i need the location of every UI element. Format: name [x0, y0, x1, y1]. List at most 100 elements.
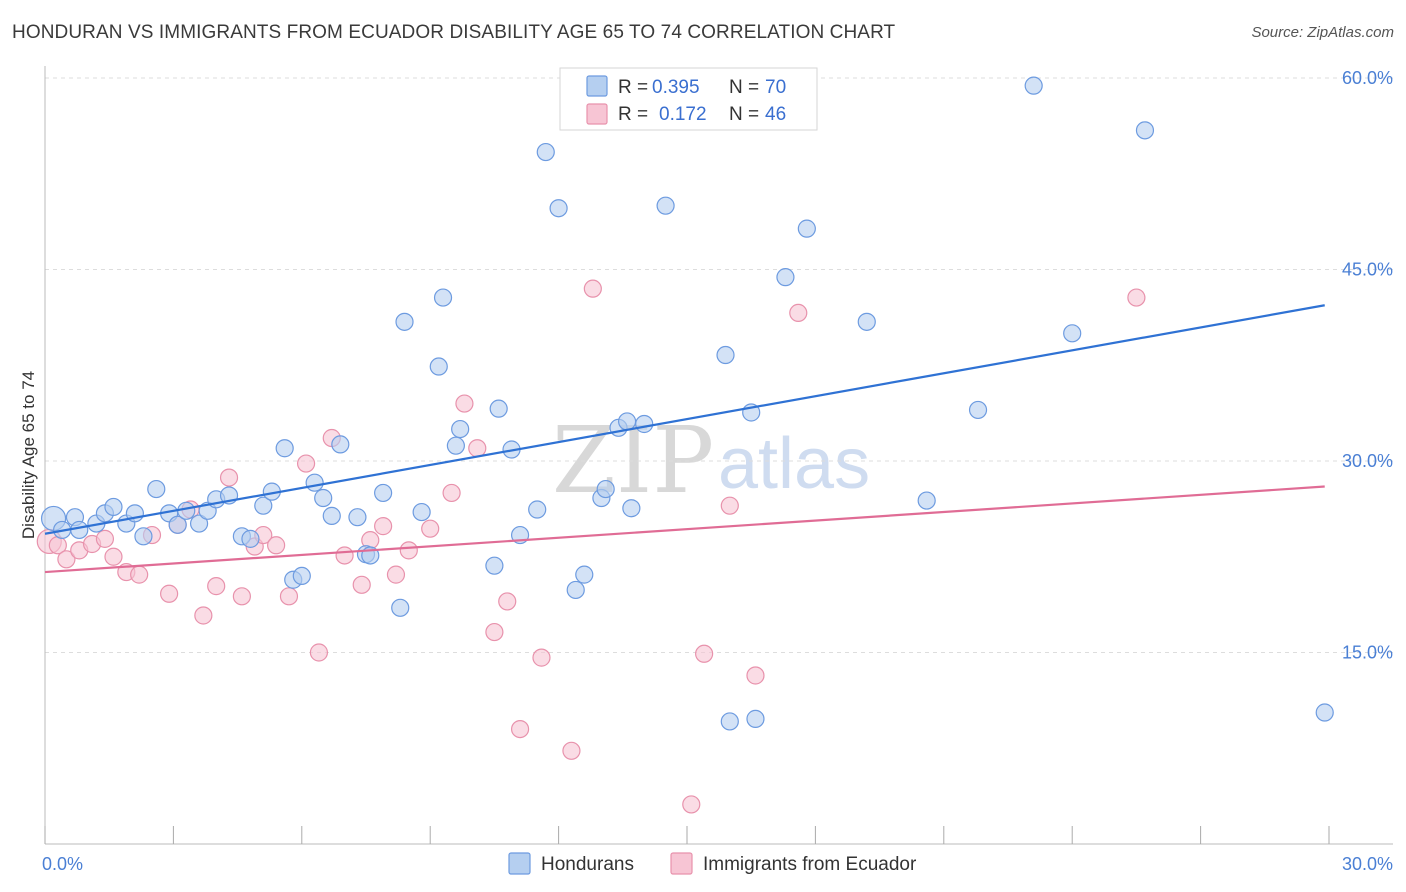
ecuador-point-16 [232, 587, 251, 606]
tick-labels: 15.0% 30.0% 45.0% 60.0% 0.0% 30.0% [42, 68, 1393, 874]
legend-n-value-hondurans: 70 [765, 77, 786, 98]
legend-swatch-ecuador [586, 103, 608, 125]
hondurans-point-63 [857, 312, 876, 331]
hondurans-point-66 [1024, 76, 1043, 95]
legend: R = 0.395 N = 70 R = 0.172 N = 46 [559, 67, 818, 131]
hondurans-point-14 [189, 514, 209, 533]
x-tick-label-0: 0.0% [42, 854, 83, 874]
hondurans-point-48 [575, 565, 594, 584]
ecuador-point-39 [583, 279, 602, 298]
hondurans-point-29 [348, 508, 367, 527]
ecuador-point-22 [309, 643, 329, 662]
hondurans-point-20 [254, 496, 273, 515]
hondurans-point-58 [720, 712, 739, 731]
hondurans-point-52 [617, 412, 637, 431]
hondurans-point-50 [596, 479, 615, 499]
legend-n-value-ecuador: 46 [765, 104, 786, 125]
ecuador-point-13 [194, 606, 213, 625]
ecuador-point-2 [57, 550, 76, 569]
ecuador-point-29 [399, 541, 418, 560]
hondurans-point-54 [635, 414, 654, 434]
ecuador-point-25 [352, 575, 371, 594]
hondurans-point-9 [134, 527, 153, 546]
bottom-legend: Hondurans Immigrants from Ecuador [508, 852, 917, 875]
hondurans-point-41 [489, 399, 508, 418]
hondurans-point-39 [451, 419, 470, 439]
ecuador-point-30 [421, 519, 440, 538]
ecuador-point-42 [720, 496, 739, 515]
ecuador-point-24 [335, 546, 354, 565]
ecuador-point-5 [95, 529, 115, 548]
ecuador-point-31 [442, 483, 461, 503]
ecuador-point-37 [532, 648, 551, 667]
legend-n-label-hondurans: N = [729, 77, 759, 98]
hondurans-point-47 [566, 580, 585, 600]
bottom-legend-swatch-ecuador [670, 852, 693, 875]
hondurans-point-10 [147, 479, 166, 499]
trend-lines [44, 304, 1325, 574]
axes [44, 66, 1393, 845]
hondurans-point-34 [395, 312, 414, 331]
legend-r-label-ecuador: R = [618, 104, 648, 125]
ecuador-point-38 [562, 741, 581, 760]
hondurans-point-65 [968, 400, 988, 420]
ecuador-point-8 [130, 565, 149, 584]
legend-r-value-ecuador: 0.172 [659, 104, 707, 125]
hondurans-point-62 [797, 219, 816, 238]
hondurans-point-64 [917, 491, 936, 510]
ecuador-point-28 [386, 565, 406, 584]
trend-line-hondurans [44, 304, 1325, 535]
gridlines [45, 77, 1393, 653]
hondurans-point-44 [528, 500, 547, 519]
legend-r-value-hondurans: 0.395 [652, 77, 700, 98]
bottom-legend-label-ecuador: Immigrants from Ecuador [703, 854, 917, 875]
y-tick-label-2: 45.0% [1342, 260, 1393, 280]
hondurans-point-55 [656, 196, 675, 215]
hondurans-point-53 [622, 499, 641, 518]
hondurans-point-59 [746, 709, 765, 728]
ecuador-point-36 [510, 719, 530, 739]
hondurans-point-22 [275, 439, 294, 458]
hondurans-point-45 [536, 142, 555, 162]
ecuador-point-41 [695, 644, 714, 663]
hondurans-point-33 [391, 598, 410, 617]
hondurans-point-12 [168, 515, 187, 534]
hondurans-point-68 [1135, 121, 1155, 140]
ecuador-point-27 [374, 517, 393, 536]
series-ecuador-points [36, 279, 1146, 814]
ecuador-point-40 [682, 795, 701, 814]
hondurans-point-35 [412, 502, 431, 522]
ecuador-point-45 [1127, 288, 1146, 307]
hondurans-point-37 [433, 288, 453, 307]
ecuador-point-33 [468, 439, 487, 458]
ecuador-point-6 [104, 547, 123, 566]
bottom-legend-swatch-hondurans [508, 852, 531, 875]
hondurans-point-13 [177, 501, 196, 520]
hondurans-point-67 [1063, 324, 1082, 343]
ecuador-point-32 [455, 394, 474, 413]
legend-r-label-hondurans: R = [618, 77, 648, 98]
hondurans-point-32 [374, 483, 393, 503]
bottom-legend-label-hondurans: Hondurans [541, 854, 634, 875]
ecuador-point-19 [267, 536, 286, 555]
ecuador-point-44 [789, 303, 808, 323]
legend-n-label-ecuador: N = [729, 104, 759, 125]
chart-title: HONDURAN VS IMMIGRANTS FROM ECUADOR DISA… [12, 22, 896, 43]
ecuador-point-34 [485, 622, 504, 642]
ecuador-point-35 [498, 592, 517, 611]
hondurans-point-26 [314, 488, 333, 508]
y-axis-label: Disability Age 65 to 74 [19, 371, 38, 539]
x-tick-label-1: 30.0% [1342, 854, 1393, 874]
hondurans-point-25 [305, 473, 324, 492]
hondurans-point-38 [446, 436, 465, 455]
hondurans-point-40 [485, 556, 504, 575]
hondurans-point-3 [70, 520, 89, 540]
hondurans-point-24 [292, 566, 311, 586]
hondurans-point-27 [322, 506, 341, 525]
legend-swatch-hondurans [586, 75, 608, 97]
ecuador-point-15 [219, 468, 239, 487]
ecuador-point-10 [160, 584, 179, 603]
hondurans-point-19 [241, 529, 260, 548]
hondurans-point-28 [331, 435, 350, 454]
